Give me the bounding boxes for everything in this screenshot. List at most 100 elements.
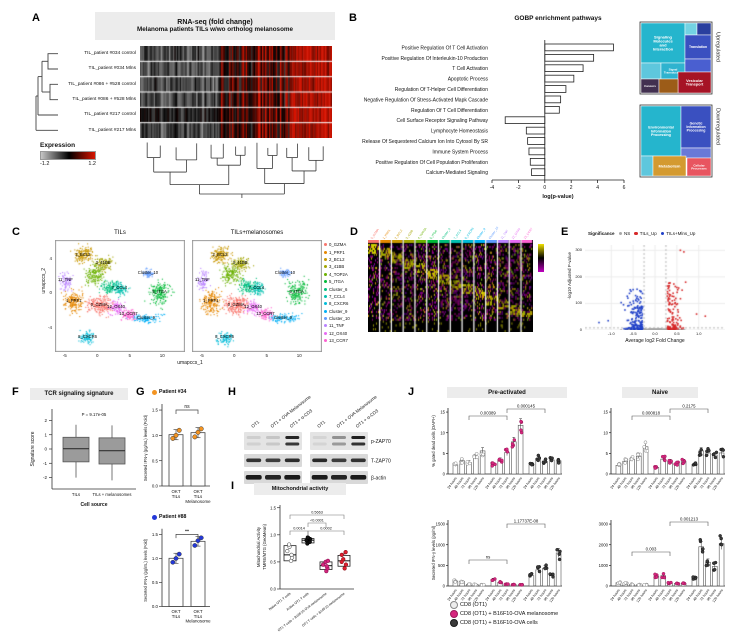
heatmap-column-label: 12_OX40	[511, 227, 522, 240]
data-point	[629, 457, 634, 461]
svg-text:p-ZAP70: p-ZAP70	[371, 439, 391, 445]
umap-legend-item: 4_TOP2A	[324, 271, 350, 278]
data-point	[636, 583, 641, 587]
treemap-cell	[684, 22, 698, 36]
umap-xlabel: umapccs_1	[177, 360, 203, 366]
data-point	[663, 458, 667, 463]
gobp-bar-chart: Positive Regulation Of T Cell Activation…	[362, 40, 626, 200]
svg-text:0: 0	[443, 472, 446, 477]
data-point	[512, 582, 517, 587]
legend-label: 13_CCR7	[329, 338, 348, 344]
svg-text:72 hours: 72 hours	[661, 476, 672, 490]
panel-d-label: D	[350, 226, 358, 238]
blot-band	[350, 475, 367, 480]
svg-text:β-actin: β-actin	[371, 476, 386, 482]
data-point	[691, 575, 695, 579]
umap-legend-item: 7_CCL4	[324, 293, 350, 300]
data-point	[661, 572, 666, 576]
patient88-dot-icon	[152, 514, 157, 520]
svg-text:Signature score: Signature score	[30, 431, 36, 466]
svg-text:96 hours: 96 hours	[543, 588, 554, 602]
data-point	[544, 563, 548, 567]
svg-text:-2: -2	[43, 475, 47, 480]
svg-text:-4: -4	[490, 185, 495, 191]
svg-text:Interaction: Interaction	[653, 46, 674, 51]
blot-band	[312, 442, 327, 446]
legend-dot-icon	[324, 302, 327, 306]
gobp-bar	[529, 157, 546, 166]
tick-label: 0	[95, 352, 99, 358]
heatmap-row-label: TIL_patient #034 Mlns	[88, 66, 136, 72]
svg-text:72 hours: 72 hours	[661, 588, 672, 602]
svg-text:24 hours: 24 hours	[610, 476, 621, 490]
data-point	[481, 452, 485, 457]
bar	[629, 458, 635, 475]
legend-dot-icon	[450, 609, 458, 618]
blot-band	[351, 442, 366, 446]
panel-a-title: RNA-seq (fold change) Melanoma patients …	[95, 12, 335, 40]
svg-text:48 hours: 48 hours	[453, 476, 464, 490]
data-point	[195, 429, 201, 435]
legend-label: CD8 (OT1)	[460, 601, 487, 608]
umap-legend-item: 13_CCR7	[324, 337, 350, 344]
tick-label: -1.0	[607, 331, 615, 336]
expression-legend-range: -1.2 1.2	[40, 161, 96, 167]
data-point	[712, 452, 716, 457]
svg-text:0.00389: 0.00389	[480, 411, 496, 416]
data-point	[557, 557, 562, 562]
svg-text:4: 4	[596, 185, 599, 191]
panel-j-label: J	[408, 386, 415, 398]
data-point	[704, 453, 709, 458]
svg-text:48 hours: 48 hours	[453, 588, 464, 602]
legend-label: 4_TOP2A	[329, 271, 348, 277]
expression-gradient-bar	[40, 151, 96, 160]
tick-label: 2_BCL2	[75, 251, 91, 257]
bar	[504, 452, 510, 475]
tick-label: 10	[159, 352, 165, 358]
data-point	[506, 582, 510, 586]
heatmap-column-label: Cluster_9	[475, 227, 487, 240]
blot-band	[266, 436, 280, 439]
data-point	[543, 566, 547, 571]
data-point	[713, 455, 718, 460]
svg-text:24 hours: 24 hours	[648, 476, 659, 490]
svg-text:Melanosome: Melanosome	[185, 499, 211, 504]
svg-text:OKT: OKT	[171, 609, 180, 614]
svg-text:96 hours: 96 hours	[543, 476, 554, 490]
data-point	[198, 535, 204, 541]
blot-band	[312, 458, 328, 463]
svg-text:Processing: Processing	[651, 133, 671, 137]
data-point	[519, 419, 523, 424]
svg-text:24 hours: 24 hours	[686, 588, 697, 602]
data-point	[714, 450, 719, 455]
legend-label: 8_CXCR6	[329, 301, 349, 307]
svg-text:Vesicular: Vesicular	[686, 79, 703, 83]
data-point	[712, 561, 716, 565]
legend-item: CD8 (OT1)	[450, 600, 558, 609]
umap-legend-item: 8_CXCR6	[324, 300, 350, 307]
blot-band	[284, 475, 301, 480]
tick-label: -5	[199, 352, 204, 358]
panel-a-title-line2: Melanoma patients TILs w/wo ortholog mel…	[136, 26, 294, 33]
tick-label: 8_CXCR6	[215, 334, 234, 340]
treemap-cell	[680, 105, 712, 149]
tick-label: 1.0	[695, 331, 702, 336]
svg-text:48 hours: 48 hours	[692, 588, 703, 602]
data-point	[660, 454, 665, 459]
blot-band	[246, 458, 262, 463]
svg-text:72 hours: 72 hours	[536, 588, 547, 602]
data-point	[643, 440, 648, 444]
svg-text:1500: 1500	[436, 522, 446, 527]
legend-label: 11_TNF	[329, 323, 345, 329]
blot-band	[284, 458, 300, 463]
legend-dot-icon	[324, 324, 327, 328]
legend-label: CD8 (OT1) + B16F10-OVA melanosome	[460, 610, 559, 617]
data-point	[623, 581, 628, 585]
mito-title: Mitochondrial activity	[254, 483, 346, 495]
svg-text:1.5: 1.5	[270, 505, 276, 510]
svg-text:Immune System Process: Immune System Process	[432, 149, 488, 155]
data-point	[173, 556, 179, 561]
legend-label: 1_PRF1	[329, 249, 345, 255]
bar	[168, 557, 184, 607]
